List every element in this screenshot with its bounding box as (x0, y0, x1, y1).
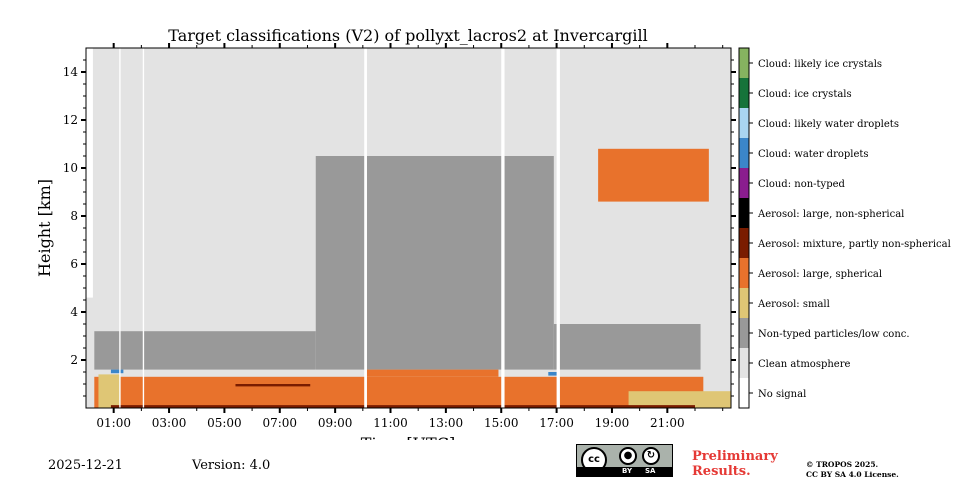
class-region-8 (628, 391, 731, 408)
x-tick-label-3: 07:00 (262, 416, 297, 430)
x-tick-label-7: 15:00 (484, 416, 519, 430)
cc-sa-label: SA (645, 467, 656, 475)
class-region-5 (94, 376, 704, 408)
colorbar-swatch-2 (739, 318, 749, 348)
classification-chart: 01:00 03:00 05:00 07:00 09:00 11:00 13:00 15:00… (35, 26, 951, 440)
colorbar-swatch-6 (739, 198, 749, 228)
y-axis-label: Height [km] (35, 179, 54, 277)
class-region-17 (142, 48, 145, 408)
colorbar-swatch-11 (739, 48, 749, 78)
class-region-3 (315, 156, 554, 370)
x-tick-label-6: 13:00 (429, 416, 464, 430)
colorbar-swatch-7 (739, 168, 749, 198)
class-region-14 (364, 48, 367, 408)
y-tick-label-0: 2 (70, 353, 78, 367)
y-tick-label-1: 4 (70, 305, 78, 319)
class-region-9 (235, 384, 311, 387)
class-region-6 (365, 369, 499, 377)
y-tick-label-4: 10 (63, 161, 78, 175)
x-tick-label-8: 17:00 (539, 416, 574, 430)
x-tick-label-1: 03:00 (152, 416, 187, 430)
x-tick-label-0: 01:00 (96, 416, 131, 430)
x-tick-label-4: 09:00 (318, 416, 353, 430)
axes: 01:00 03:00 05:00 07:00 09:00 11:00 13:00 15:00… (63, 43, 736, 430)
colorbar-label-5: Aerosol: mixture, partly non-spherical (757, 239, 951, 250)
colorbar-swatch-10 (739, 78, 749, 108)
y-tick-label-2: 6 (70, 257, 78, 271)
class-region-18 (119, 48, 121, 408)
colorbar-swatch-4 (739, 258, 749, 288)
x-axis-label: Time [UTC] (361, 434, 455, 440)
copyright-notice: © TROPOS 2025. CC BY SA 4.0 License. (806, 460, 899, 480)
preliminary-line1: Preliminary (692, 449, 778, 464)
chart-title: Target classifications (V2) of pollyxt_l… (168, 26, 647, 45)
colorbar-label-11: Cloud: likely ice crystals (758, 59, 882, 70)
x-tick-label-9: 19:00 (595, 416, 630, 430)
cc-badge-strip (577, 467, 672, 476)
colorbar-swatch-1 (739, 348, 749, 378)
y-tick-label-6: 14 (63, 65, 79, 79)
colorbar: No signal Clean atmosphere Non-typed parti… (738, 47, 951, 409)
colorbar-label-3: Aerosol: small (757, 299, 830, 310)
cc-license-badge: cc ● ↻ BY SA (576, 444, 673, 477)
by-person-icon: ● (619, 447, 637, 465)
colorbar-swatch-8 (739, 138, 749, 168)
class-region-12 (548, 372, 560, 376)
share-alike-icon: ↻ (642, 447, 660, 465)
colorbar-label-4: Aerosol: large, spherical (757, 269, 882, 280)
colorbar-swatch-0 (739, 378, 749, 408)
plot-area (86, 48, 731, 408)
copyright-line2: CC BY SA 4.0 License. (806, 470, 899, 479)
colorbar-label-8: Cloud: water droplets (758, 149, 869, 160)
class-region-2 (94, 331, 316, 370)
class-region-1 (86, 48, 93, 298)
cc-by-label: BY (622, 467, 633, 475)
x-tick-label-5: 11:00 (373, 416, 408, 430)
date-label: 2025-12-21 (48, 458, 123, 473)
y-tick-label-5: 12 (63, 113, 78, 127)
colorbar-label-1: Clean atmosphere (758, 359, 851, 370)
colorbar-label-9: Cloud: likely water droplets (758, 119, 899, 130)
class-region-7 (98, 374, 121, 408)
version-label: Version: 4.0 (192, 458, 271, 473)
colorbar-frame (738, 47, 750, 409)
y-tick-label-3: 8 (70, 209, 78, 223)
colorbar-label-2: Non-typed particles/low conc. (758, 329, 910, 340)
class-region-15 (501, 48, 505, 408)
class-region-4 (553, 324, 701, 370)
colorbar-swatch-3 (739, 288, 749, 318)
copyright-line1: © TROPOS 2025. (806, 460, 879, 469)
colorbar-label-0: No signal (758, 389, 806, 400)
x-tick-label-2: 05:00 (207, 416, 242, 430)
preliminary-notice: Preliminary Results. (692, 449, 778, 479)
class-region-10 (110, 405, 696, 408)
colorbar-swatch-9 (739, 108, 749, 138)
colorbar-swatch-5 (739, 228, 749, 258)
x-tick-label-10: 21:00 (650, 416, 685, 430)
colorbar-label-10: Cloud: ice crystals (758, 89, 852, 100)
class-region-13 (598, 148, 709, 202)
preliminary-line2: Results. (692, 464, 751, 479)
class-region-16 (556, 48, 560, 408)
colorbar-label-6: Aerosol: large, non-spherical (757, 209, 904, 220)
class-region-11 (110, 369, 124, 374)
colorbar-label-7: Cloud: non-typed (758, 179, 846, 190)
